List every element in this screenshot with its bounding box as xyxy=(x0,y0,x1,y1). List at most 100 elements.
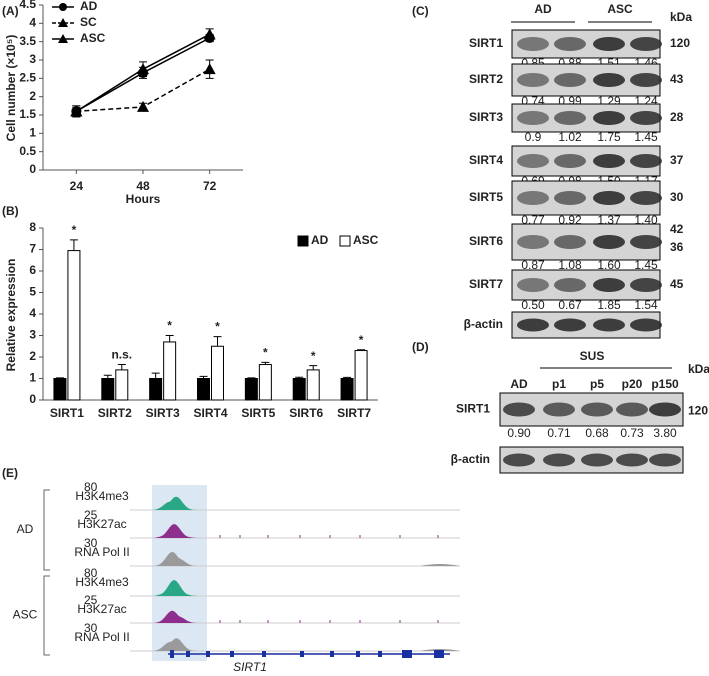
bar xyxy=(306,369,320,401)
track-scale: 30 xyxy=(84,536,98,550)
blot-band xyxy=(543,453,575,467)
blot-band xyxy=(517,235,549,249)
blot-band xyxy=(503,402,535,417)
blot-band xyxy=(554,191,586,205)
error-bar xyxy=(199,375,208,379)
blot-band xyxy=(517,154,549,168)
signal-peak xyxy=(154,496,202,510)
gene-name: SIRT1 xyxy=(233,660,267,674)
group-label: AD xyxy=(17,522,34,536)
row-label: SIRT5 xyxy=(469,190,503,204)
exon xyxy=(262,651,266,657)
x-tick-label: SIRT5 xyxy=(241,406,275,420)
bar xyxy=(244,378,258,401)
annotation: * xyxy=(167,319,172,333)
blot-band xyxy=(593,111,625,125)
signal-peak xyxy=(154,638,202,651)
marker xyxy=(203,28,216,40)
legend-label: ASC xyxy=(353,233,379,247)
signal-peak xyxy=(154,551,202,566)
lane-label: p150 xyxy=(651,377,679,391)
track-scale: 30 xyxy=(84,621,98,635)
blot-band xyxy=(517,191,549,205)
error-bar xyxy=(117,364,126,370)
quant-value: 1.54 xyxy=(634,298,658,312)
error-bar xyxy=(261,361,270,365)
marker xyxy=(203,63,216,75)
lane-label: AD xyxy=(510,377,528,391)
error-bar xyxy=(247,377,256,379)
group-bracket xyxy=(43,489,50,571)
blot-band xyxy=(630,37,662,51)
blot-band xyxy=(616,402,648,417)
quant-value: 0.90 xyxy=(507,426,531,440)
panel-label: (C) xyxy=(412,4,429,18)
group-bracket xyxy=(43,575,50,656)
track-name: H3K27ac xyxy=(77,602,126,616)
annotation: * xyxy=(311,349,316,363)
error-bar xyxy=(295,376,304,379)
error-bar xyxy=(357,349,366,351)
blot-band xyxy=(543,402,575,417)
marker xyxy=(137,63,149,75)
bar xyxy=(163,341,177,401)
blot-band xyxy=(554,37,586,51)
row-label: β-actin xyxy=(464,317,503,331)
legend-label: SC xyxy=(80,15,97,29)
y-tick-label: 4.5 xyxy=(19,0,36,11)
x-tick-label: 24 xyxy=(70,179,84,193)
error-bar xyxy=(69,239,78,251)
marker xyxy=(137,100,149,112)
y-tick-label: 0 xyxy=(29,162,36,176)
exon xyxy=(300,651,304,657)
panel-label: (D) xyxy=(412,340,429,354)
track-name: RNA Pol II xyxy=(74,630,129,644)
blot-band xyxy=(630,154,662,168)
blot-band xyxy=(630,235,662,249)
blot-band xyxy=(593,235,625,249)
row-label: β-actin xyxy=(451,452,490,466)
unit-label: kDa xyxy=(670,10,692,24)
y-tick-label: 2.5 xyxy=(19,71,36,85)
bar xyxy=(115,369,129,401)
legend-label: AD xyxy=(311,233,329,247)
bar xyxy=(101,378,115,401)
bar xyxy=(211,345,224,401)
exon xyxy=(206,651,210,657)
exon xyxy=(356,651,360,657)
legend-label: ASC xyxy=(80,31,106,45)
x-tick-label: SIRT3 xyxy=(146,406,180,420)
blot-band xyxy=(630,73,662,87)
blot-band xyxy=(593,73,625,87)
quant-value: 0.73 xyxy=(620,426,644,440)
legend-label: AD xyxy=(80,0,98,13)
quant-value: 1.02 xyxy=(558,130,582,144)
group-label: SUS xyxy=(580,349,605,363)
quant-value: 0.9 xyxy=(525,130,542,144)
blot-band xyxy=(517,318,549,332)
legend-swatch xyxy=(297,235,309,247)
blot-band xyxy=(630,191,662,205)
blot-band xyxy=(581,402,613,417)
exon xyxy=(170,650,174,658)
blot-band xyxy=(554,278,586,292)
unit-label: kDa xyxy=(688,362,709,376)
annotation: * xyxy=(72,223,77,237)
error-bar xyxy=(343,376,352,379)
blot-band xyxy=(593,154,625,168)
legend-swatch xyxy=(339,235,351,247)
quant-value: 0.71 xyxy=(547,426,571,440)
blot-band xyxy=(593,37,625,51)
y-tick-label: 0.5 xyxy=(19,144,36,158)
annotation: * xyxy=(359,333,364,347)
x-axis-title: Hours xyxy=(126,192,161,206)
kda-label: 45 xyxy=(670,277,684,291)
annotation: * xyxy=(215,320,220,334)
exon xyxy=(402,650,412,658)
kda-label: 30 xyxy=(670,190,684,204)
quant-value: 1.45 xyxy=(634,258,658,272)
legend-marker xyxy=(59,3,67,11)
legend-marker xyxy=(58,18,68,27)
bar xyxy=(67,250,81,401)
track-name: H3K27ac xyxy=(77,517,126,531)
